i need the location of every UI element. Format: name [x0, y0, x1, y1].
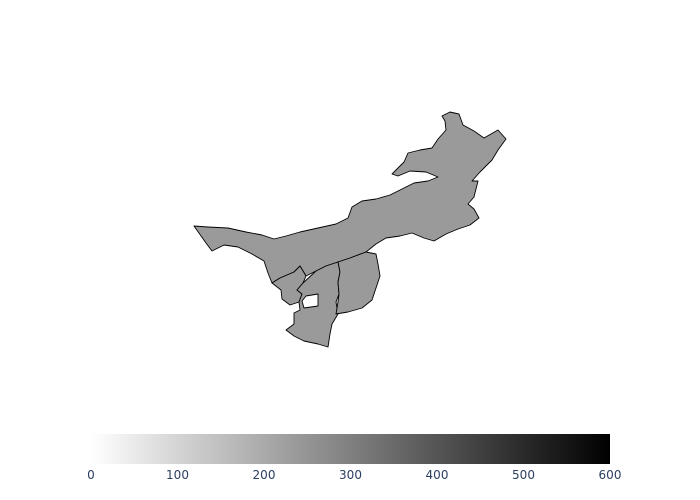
- colorbar-tick-label: 200: [253, 468, 276, 482]
- colorbar-ticks: 0 100 200 300 400 500 600: [87, 468, 621, 482]
- colorbar-tick-label: 300: [339, 468, 362, 482]
- colorbar-tick-label: 600: [599, 468, 622, 482]
- colorbar: 0 100 200 300 400 500 600: [87, 434, 621, 482]
- region-main[interactable]: [193, 111, 507, 284]
- map-regions: [193, 111, 507, 348]
- colorbar-tick-label: 500: [512, 468, 535, 482]
- colorbar-tick-label: 100: [166, 468, 189, 482]
- colorbar-gradient: [91, 434, 610, 464]
- region-east[interactable]: [335, 251, 381, 315]
- colorbar-tick-label: 400: [426, 468, 449, 482]
- colorbar-tick-label: 0: [87, 468, 95, 482]
